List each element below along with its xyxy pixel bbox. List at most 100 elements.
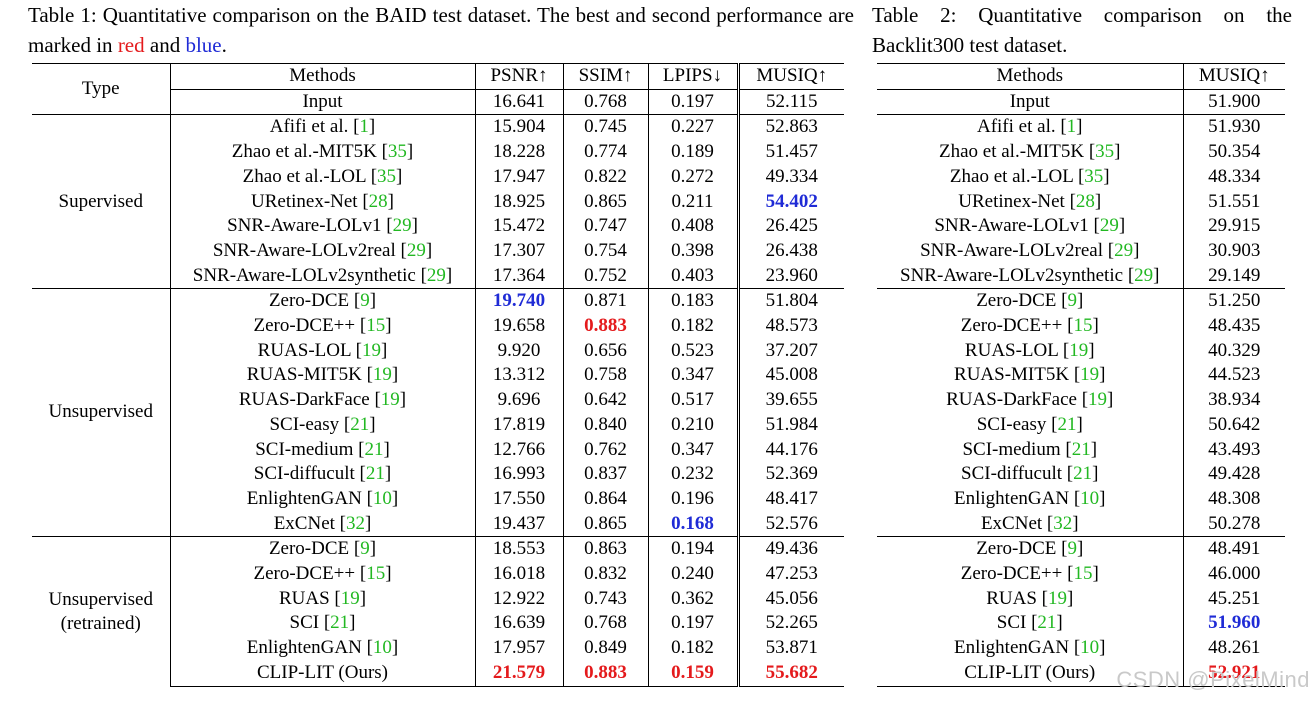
musiq-value: 23.960 <box>738 264 844 289</box>
method-name: CLIP-LIT (Ours) <box>257 662 388 683</box>
musiq-value: 49.334 <box>738 165 844 190</box>
citation-link[interactable]: 32 <box>346 513 365 534</box>
citation-link[interactable]: 10 <box>373 488 392 509</box>
citation-link[interactable]: 9 <box>1067 538 1077 559</box>
table1-caption: Table 1: Quantitative comparison on the … <box>28 0 854 60</box>
method-cell: Zero-DCE++ [15] <box>877 314 1183 339</box>
citation-link[interactable]: 28 <box>369 191 388 212</box>
table2-row: RUAS [19] 45.251 <box>877 587 1285 612</box>
citation-link[interactable]: 15 <box>1073 563 1092 584</box>
citation-link[interactable]: 28 <box>1076 191 1095 212</box>
method-cell: SNR-Aware-LOLv2real [29] <box>877 239 1183 264</box>
citation-link[interactable]: 21 <box>1057 414 1076 435</box>
citation-link[interactable]: 9 <box>360 538 370 559</box>
method-name: RUAS-MIT5K <box>954 364 1074 385</box>
method-cell: SCI-medium [21] <box>170 438 475 463</box>
lpips-value: 0.227 <box>648 115 738 140</box>
psnr-value: 17.550 <box>475 487 563 512</box>
citation-link[interactable]: 15 <box>366 315 385 336</box>
psnr-value: 17.947 <box>475 165 563 190</box>
citation-link[interactable]: 19 <box>381 389 400 410</box>
method-cell: Zero-DCE++ [15] <box>877 562 1183 587</box>
musiq-value: 50.642 <box>1183 413 1285 438</box>
ssim-value: 0.656 <box>563 339 648 364</box>
citation-link[interactable]: 15 <box>366 563 385 584</box>
method-name: EnlightenGAN <box>247 637 367 658</box>
citation-link[interactable]: 9 <box>1067 290 1077 311</box>
citation-link[interactable]: 15 <box>1073 315 1092 336</box>
citation-link[interactable]: 35 <box>1084 166 1103 187</box>
citation-link[interactable]: 19 <box>341 588 360 609</box>
citation-link[interactable]: 19 <box>362 340 381 361</box>
method-name: RUAS-DarkFace <box>946 389 1082 410</box>
citation-link[interactable]: 29 <box>393 215 412 236</box>
method-cell: CLIP-LIT (Ours) <box>170 661 475 686</box>
citation-link[interactable]: 9 <box>360 290 370 311</box>
ssim-value: 0.762 <box>563 438 648 463</box>
citation-link[interactable]: 19 <box>1048 588 1067 609</box>
musiq-value: 50.354 <box>1183 140 1285 165</box>
musiq-value: 48.417 <box>738 487 844 512</box>
method-cell: EnlightenGAN [10] <box>877 487 1183 512</box>
psnr-value: 15.472 <box>475 214 563 239</box>
psnr-value: 17.364 <box>475 264 563 289</box>
method-cell: SCI-easy [21] <box>877 413 1183 438</box>
musiq-value: 52.576 <box>738 512 844 537</box>
psnr-value: 17.957 <box>475 636 563 661</box>
method-cell: EnlightenGAN [10] <box>170 487 475 512</box>
citation-link[interactable]: 29 <box>407 240 426 261</box>
method-cell: Afifi et al. [1] <box>877 115 1183 140</box>
citation-link[interactable]: 35 <box>377 166 396 187</box>
table1-row: Unsupervised (retrained) Zero-DCE [9] 18.55… <box>32 537 844 562</box>
psnr-value: 16.639 <box>475 611 563 636</box>
citation-link[interactable]: 29 <box>427 265 446 286</box>
ssim-value: 0.745 <box>563 115 648 140</box>
musiq-value: 45.008 <box>738 363 844 388</box>
ssim-value: 0.871 <box>563 289 648 314</box>
musiq-value: 54.402 <box>738 190 844 215</box>
method-name: Afifi et al. <box>270 116 353 137</box>
method-name: URetinex-Net <box>958 191 1069 212</box>
citation-link[interactable]: 10 <box>1080 488 1099 509</box>
method-cell: SCI-diffucult [21] <box>877 462 1183 487</box>
method-cell: RUAS-LOL [19] <box>170 339 475 364</box>
musiq-value: 49.436 <box>738 537 844 562</box>
ssim-value: 0.774 <box>563 140 648 165</box>
citation-link[interactable]: 1 <box>359 116 369 137</box>
ssim-value: 0.754 <box>563 239 648 264</box>
musiq-header: MUSIQ↑ <box>1183 64 1285 90</box>
citation-link[interactable]: 21 <box>330 612 349 633</box>
citation-link[interactable]: 21 <box>350 414 369 435</box>
citation-link[interactable]: 29 <box>1100 215 1119 236</box>
citation-link[interactable]: 29 <box>1114 240 1133 261</box>
citation-link[interactable]: 21 <box>1037 612 1056 633</box>
citation-link[interactable]: 35 <box>388 141 407 162</box>
psnr-value: 13.312 <box>475 363 563 388</box>
table2-row: Zhao et al.-MIT5K [35] 50.354 <box>877 140 1285 165</box>
method-name: Zhao et al.-LOL <box>950 166 1078 187</box>
psnr-value: 15.904 <box>475 115 563 140</box>
caption-blue-word: blue <box>185 33 221 57</box>
method-cell: RUAS-LOL [19] <box>877 339 1183 364</box>
psnr-value: 18.925 <box>475 190 563 215</box>
citation-link[interactable]: 19 <box>1088 389 1107 410</box>
psnr-value: 18.553 <box>475 537 563 562</box>
citation-link[interactable]: 21 <box>1073 463 1092 484</box>
citation-link[interactable]: 19 <box>373 364 392 385</box>
citation-link[interactable]: 21 <box>1072 439 1091 460</box>
citation-link[interactable]: 32 <box>1053 513 1072 534</box>
citation-link[interactable]: 1 <box>1067 116 1077 137</box>
citation-link[interactable]: 10 <box>1080 637 1099 658</box>
method-name: Zero-DCE <box>976 290 1061 311</box>
citation-link[interactable]: 29 <box>1134 265 1153 286</box>
citation-link[interactable]: 21 <box>364 439 383 460</box>
ssim-value: 0.747 <box>563 214 648 239</box>
citation-link[interactable]: 19 <box>1069 340 1088 361</box>
citation-link[interactable]: 10 <box>373 637 392 658</box>
citation-link[interactable]: 21 <box>366 463 385 484</box>
citation-link[interactable]: 35 <box>1095 141 1114 162</box>
citation-link[interactable]: 19 <box>1080 364 1099 385</box>
method-cell: SNR-Aware-LOLv1 [29] <box>170 214 475 239</box>
method-name: Zero-DCE <box>976 538 1061 559</box>
table1-row: Supervised Afifi et al. [1] 15.904 0.745 0.2… <box>32 115 844 140</box>
